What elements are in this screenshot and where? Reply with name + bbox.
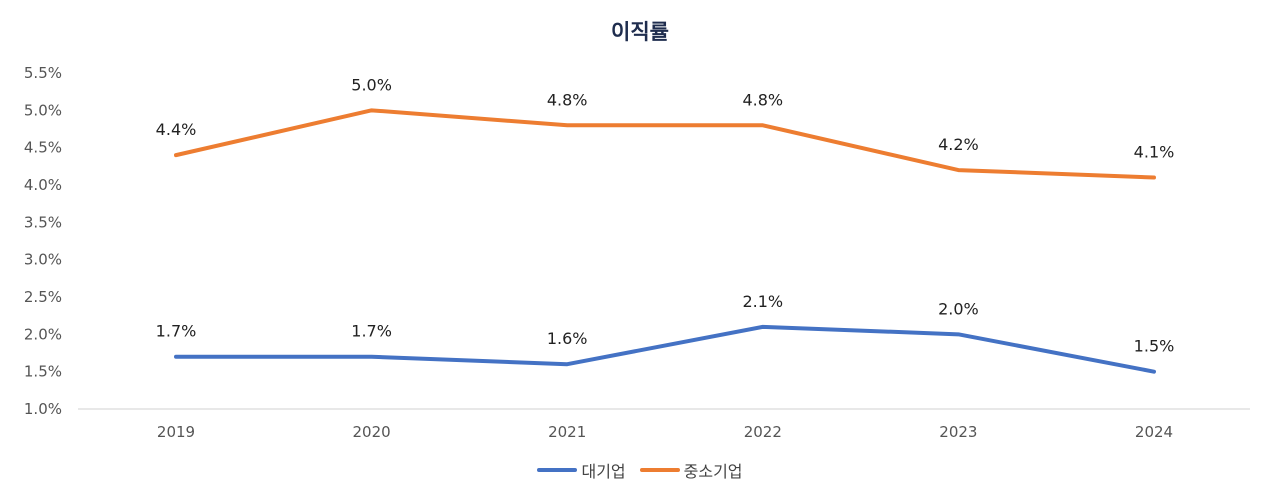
data-label: 4.8% xyxy=(742,90,783,109)
x-tick-label: 2023 xyxy=(939,423,977,441)
data-label: 1.7% xyxy=(156,322,197,341)
y-tick-label: 3.0% xyxy=(24,251,62,269)
legend-item-series-0: 대기업 xyxy=(537,458,626,482)
y-tick-label: 1.0% xyxy=(24,400,62,418)
x-tick-label: 2021 xyxy=(548,423,586,441)
data-label: 5.0% xyxy=(351,75,392,94)
data-label: 4.8% xyxy=(547,90,588,109)
y-tick-label: 2.5% xyxy=(24,288,62,306)
legend: 대기업 중소기업 xyxy=(0,458,1280,482)
series-line-1 xyxy=(174,108,1156,180)
data-label: 4.1% xyxy=(1134,143,1175,162)
y-tick-label: 2.0% xyxy=(24,325,62,343)
data-label: 1.6% xyxy=(547,329,588,348)
y-tick-label: 4.0% xyxy=(24,176,62,194)
legend-item-series-1: 중소기업 xyxy=(639,458,743,482)
data-label: 4.4% xyxy=(156,120,197,139)
x-tick-label: 2022 xyxy=(744,423,782,441)
legend-label: 대기업 xyxy=(581,462,626,481)
x-tick-label: 2019 xyxy=(157,423,195,441)
legend-label: 중소기업 xyxy=(683,462,743,481)
data-label: 1.5% xyxy=(1134,337,1175,356)
y-tick-label: 4.5% xyxy=(24,139,62,157)
y-tick-label: 1.5% xyxy=(24,363,62,381)
data-label: 2.0% xyxy=(938,299,979,318)
x-tick-label: 2020 xyxy=(353,423,391,441)
y-tick-label: 3.5% xyxy=(24,213,62,231)
data-label: 2.1% xyxy=(742,292,783,311)
chart-title: 이직률 xyxy=(611,20,669,44)
series-line-0 xyxy=(174,324,1156,374)
y-tick-label: 5.5% xyxy=(24,64,62,82)
legend-swatch xyxy=(537,468,578,472)
x-tick-label: 2024 xyxy=(1135,423,1173,441)
data-label: 1.7% xyxy=(351,322,392,341)
legend-swatch xyxy=(639,468,680,472)
y-tick-label: 5.0% xyxy=(24,101,62,119)
data-label: 4.2% xyxy=(938,135,979,154)
